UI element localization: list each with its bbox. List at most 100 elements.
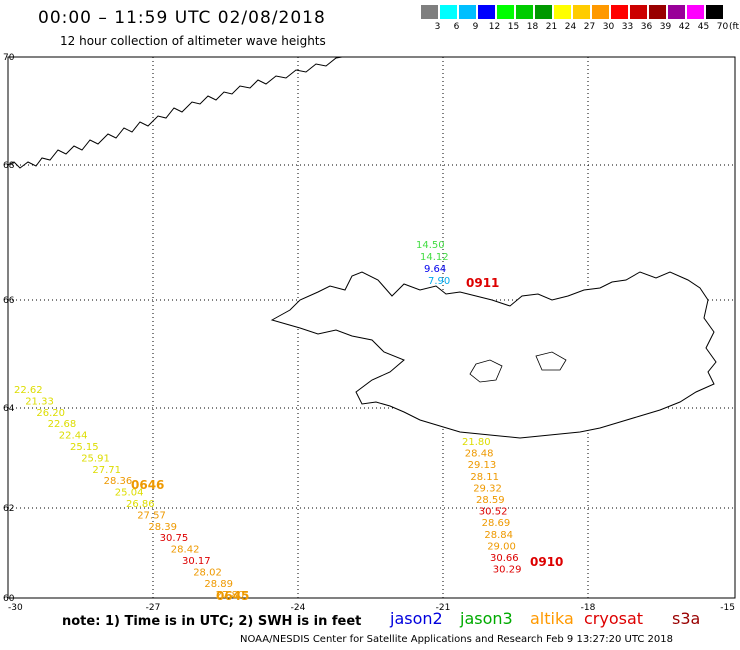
satellite-legend-altika: altika <box>530 609 574 628</box>
lon-tick-label: -15 <box>720 603 735 613</box>
wave-height-value: 28.36 <box>104 476 133 487</box>
wave-height-value: 28.42 <box>171 545 200 556</box>
wave-height-value: 25.91 <box>81 453 110 464</box>
scale-swatch-70 <box>706 5 723 19</box>
scale-swatch-3 <box>421 5 438 19</box>
wave-height-value: 7.90 <box>428 276 450 287</box>
wave-height-value: 29.13 <box>468 460 497 471</box>
wave-height-value: 26.20 <box>36 408 65 419</box>
wave-height-value: 21.33 <box>25 396 54 407</box>
wave-height-value: 29.00 <box>487 541 516 552</box>
wave-height-value: 22.68 <box>48 419 77 430</box>
lon-tick-label: -24 <box>291 603 306 613</box>
iceland-lake-1 <box>469 359 503 383</box>
lat-tick-label: 62 <box>3 504 14 514</box>
scale-label: 33 <box>621 22 634 32</box>
wave-height-value: 14.12 <box>420 252 449 263</box>
scale-swatch-42 <box>668 5 685 19</box>
wave-height-value: 22.44 <box>59 431 88 442</box>
scale-label: 30 <box>602 22 615 32</box>
pass-time-label: 0910 <box>530 555 563 569</box>
scale-swatch-21 <box>535 5 552 19</box>
scale-swatch-39 <box>649 5 666 19</box>
wave-height-value: 28.11 <box>470 472 499 483</box>
lon-tick-label: -30 <box>8 603 23 613</box>
scale-swatch-6 <box>440 5 457 19</box>
scale-unit: (ft) <box>729 22 740 32</box>
satellite-legend-jason3: jason3 <box>460 609 513 628</box>
wave-height-value: 30.29 <box>493 565 522 576</box>
iceland-coastline <box>270 271 717 439</box>
scale-label: 24 <box>564 22 577 32</box>
wave-height-value: 28.89 <box>204 579 233 590</box>
wave-height-value: 28.84 <box>484 530 513 541</box>
lon-tick-label: -27 <box>146 603 161 613</box>
lat-tick-label: 70 <box>3 53 15 63</box>
wave-height-value: 30.75 <box>160 533 189 544</box>
wave-height-value: 30.17 <box>182 556 211 567</box>
wave-height-value: 28.59 <box>476 495 505 506</box>
pass-time-label: 0646 <box>131 478 164 492</box>
scale-label: 21 <box>545 22 558 32</box>
greenland-coastline <box>7 56 343 169</box>
footnote: note: 1) Time is in UTC; 2) SWH is in fe… <box>62 614 362 629</box>
coastlines <box>7 56 717 439</box>
wave-height-value: 21.80 <box>462 437 491 448</box>
lat-tick-label: 68 <box>3 161 15 171</box>
scale-swatch-33 <box>611 5 628 19</box>
wave-height-value: 28.48 <box>465 449 494 460</box>
wave-height-value: 26.86 <box>126 499 155 510</box>
scale-label: 70 <box>716 22 729 32</box>
wave-height-value: 27.80 <box>216 590 245 601</box>
scale-swatch-18 <box>516 5 533 19</box>
wave-height-value: 28.02 <box>193 567 222 578</box>
scale-label: 6 <box>453 22 460 32</box>
west-track: 22.6221.3326.2022.6822.4425.1525.9127.71… <box>14 385 249 603</box>
satellite-legend-jason2: jason2 <box>390 609 443 628</box>
scale-label: 18 <box>526 22 539 32</box>
credit-line: NOAA/NESDIS Center for Satellite Applica… <box>240 634 673 645</box>
wave-height-value: 30.66 <box>490 553 519 564</box>
lat-tick-label: 66 <box>3 296 15 306</box>
map-title: 00:00 – 11:59 UTC 02/08/2018 <box>38 8 326 28</box>
satellite-legend-cryosat: cryosat <box>584 609 644 628</box>
wave-height-value: 28.39 <box>148 522 177 533</box>
iceland-lake-2 <box>535 351 567 371</box>
southeast-track: 21.8028.4829.1328.1129.3228.5930.5228.69… <box>462 437 563 576</box>
scale-swatch-12 <box>478 5 495 19</box>
scale-label: 39 <box>659 22 672 32</box>
lon-tick-label: -18 <box>581 603 596 613</box>
scale-swatch-24 <box>554 5 571 19</box>
scale-label: 9 <box>472 22 479 32</box>
scale-swatch-27 <box>573 5 590 19</box>
pass-time-label: 0645 <box>216 589 249 603</box>
scale-label: 36 <box>640 22 653 32</box>
wave-height-value: 25.15 <box>70 442 99 453</box>
scale-label: 27 <box>583 22 596 32</box>
scale-label: 3 <box>434 22 441 32</box>
scale-label: 42 <box>678 22 691 32</box>
lat-tick-label: 60 <box>3 594 15 604</box>
wave-height-value: 14.50 <box>416 240 445 251</box>
satellite-legend-s3a: s3a <box>672 609 701 628</box>
wave-height-value: 30.52 <box>479 507 508 518</box>
wave-height-value: 29.32 <box>473 483 502 494</box>
scale-label: 12 <box>488 22 501 32</box>
scale-swatch-9 <box>459 5 476 19</box>
wave-height-value: 27.57 <box>137 510 166 521</box>
wave-height-value: 25.04 <box>115 488 144 499</box>
wave-height-value: 22.62 <box>14 385 43 396</box>
wave-height-value: 9.64 <box>424 264 446 275</box>
wave-height-value: 27.71 <box>92 465 121 476</box>
scale-swatch-45 <box>687 5 704 19</box>
pass-time-label: 0911 <box>466 276 499 290</box>
lat-tick-label: 64 <box>3 404 15 414</box>
axis-tick-labels: -30 -27 -24 -21 -18 -15 70 68 66 64 62 60 <box>3 53 735 613</box>
scale-swatch-30 <box>592 5 609 19</box>
wave-height-value: 28.69 <box>482 518 511 529</box>
map-subtitle: 12 hour collection of altimeter wave hei… <box>60 34 326 48</box>
map-frame <box>7 56 736 599</box>
